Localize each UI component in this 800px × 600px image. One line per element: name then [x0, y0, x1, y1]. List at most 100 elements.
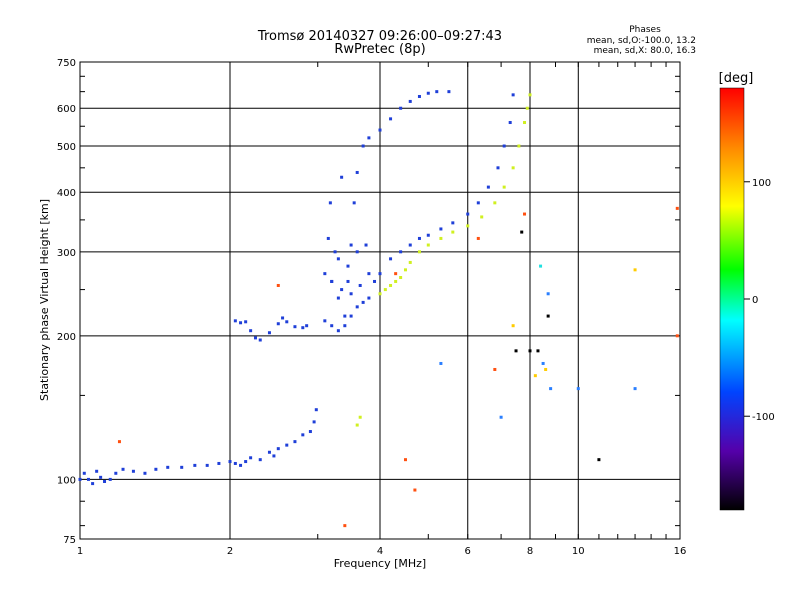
grid-lines [80, 62, 680, 539]
data-point [403, 458, 407, 462]
data-point [389, 117, 393, 121]
data-point [336, 257, 340, 261]
data-point [349, 243, 353, 247]
y-tick-label: 300 [57, 248, 76, 259]
colorbar [719, 87, 745, 511]
data-point [239, 463, 243, 467]
data-point [355, 423, 359, 427]
data-point [361, 300, 365, 304]
data-point [340, 175, 344, 179]
data-point [511, 324, 515, 328]
data-point [114, 471, 118, 475]
data-point [314, 408, 318, 412]
phase-info-x: mean, sd,X: 80.0, 16.3 [594, 46, 696, 56]
data-point [285, 320, 289, 324]
phase-info-o: mean, sd,O:-100.0, 13.2 [587, 36, 696, 46]
data-point [312, 420, 316, 424]
data-point [293, 325, 297, 329]
data-point [86, 477, 90, 481]
data-point [361, 144, 365, 148]
data-point [408, 243, 412, 247]
data-point [378, 272, 382, 276]
colorbar-ticks: 100 0 -100 [744, 178, 775, 423]
data-point [426, 243, 430, 247]
data-point [249, 329, 253, 333]
data-point [378, 292, 382, 296]
data-point [355, 170, 359, 174]
data-point [367, 272, 371, 276]
data-point [91, 482, 95, 486]
data-point [541, 361, 545, 365]
data-point [244, 460, 248, 464]
data-point [493, 201, 497, 205]
data-point [99, 475, 103, 479]
data-point [336, 329, 340, 333]
data-point [523, 212, 527, 216]
y-tick-label: 600 [57, 104, 76, 115]
data-point [546, 292, 550, 296]
data-point [285, 443, 289, 447]
data-point [493, 367, 497, 371]
data-point [276, 447, 280, 451]
data-point [166, 465, 170, 469]
data-point [408, 260, 412, 264]
data-point [349, 314, 353, 318]
data-point [267, 331, 271, 335]
data-point [301, 433, 305, 437]
data-point [249, 456, 253, 460]
data-point [435, 90, 439, 94]
x-axis-ticks: 1 2 4 6 8 10 16 [77, 62, 687, 557]
data-point [523, 121, 527, 125]
data-point [95, 469, 99, 473]
data-point [502, 185, 506, 189]
data-point [355, 305, 359, 309]
x-tick-label: 4 [377, 546, 383, 557]
data-point [326, 236, 330, 240]
data-point [233, 319, 237, 323]
data-point [675, 206, 679, 210]
data-point [511, 93, 515, 97]
data-point [78, 477, 82, 481]
data-point [343, 324, 347, 328]
y-tick-label: 100 [57, 475, 76, 486]
data-point [305, 324, 309, 328]
data-point [486, 185, 490, 189]
data-point [399, 250, 403, 254]
data-point [389, 283, 393, 287]
colorbar-tick-label: 0 [752, 295, 758, 306]
data-point [355, 250, 359, 254]
data-point [239, 321, 243, 325]
data-point [323, 272, 327, 276]
data-point [451, 230, 455, 234]
x-tick-label: 1 [77, 546, 83, 557]
data-point [417, 250, 421, 254]
data-point [253, 336, 257, 340]
data-point [536, 349, 540, 353]
data-point [258, 338, 262, 342]
data-point [502, 144, 506, 148]
x-tick-label: 2 [227, 546, 233, 557]
y-tick-label: 75 [63, 535, 76, 546]
data-point [525, 106, 529, 110]
data-point [333, 250, 337, 254]
data-point [394, 279, 398, 283]
data-point [258, 458, 262, 462]
data-point [301, 326, 305, 330]
data-point [272, 454, 276, 458]
data-point [408, 99, 412, 103]
data-point [378, 128, 382, 132]
data-point [340, 288, 344, 292]
data-point [499, 415, 503, 419]
data-point [358, 415, 362, 419]
data-point [364, 243, 368, 247]
x-tick-label: 6 [465, 546, 471, 557]
data-point [383, 288, 387, 292]
data-point [539, 264, 543, 268]
data-point [520, 230, 524, 234]
data-point [511, 166, 515, 170]
chart-subtitle: RwPretec (8p) [334, 42, 425, 57]
x-tick-label: 16 [674, 546, 687, 557]
colorbar-tick-label: 100 [752, 178, 771, 189]
data-point [346, 264, 350, 268]
